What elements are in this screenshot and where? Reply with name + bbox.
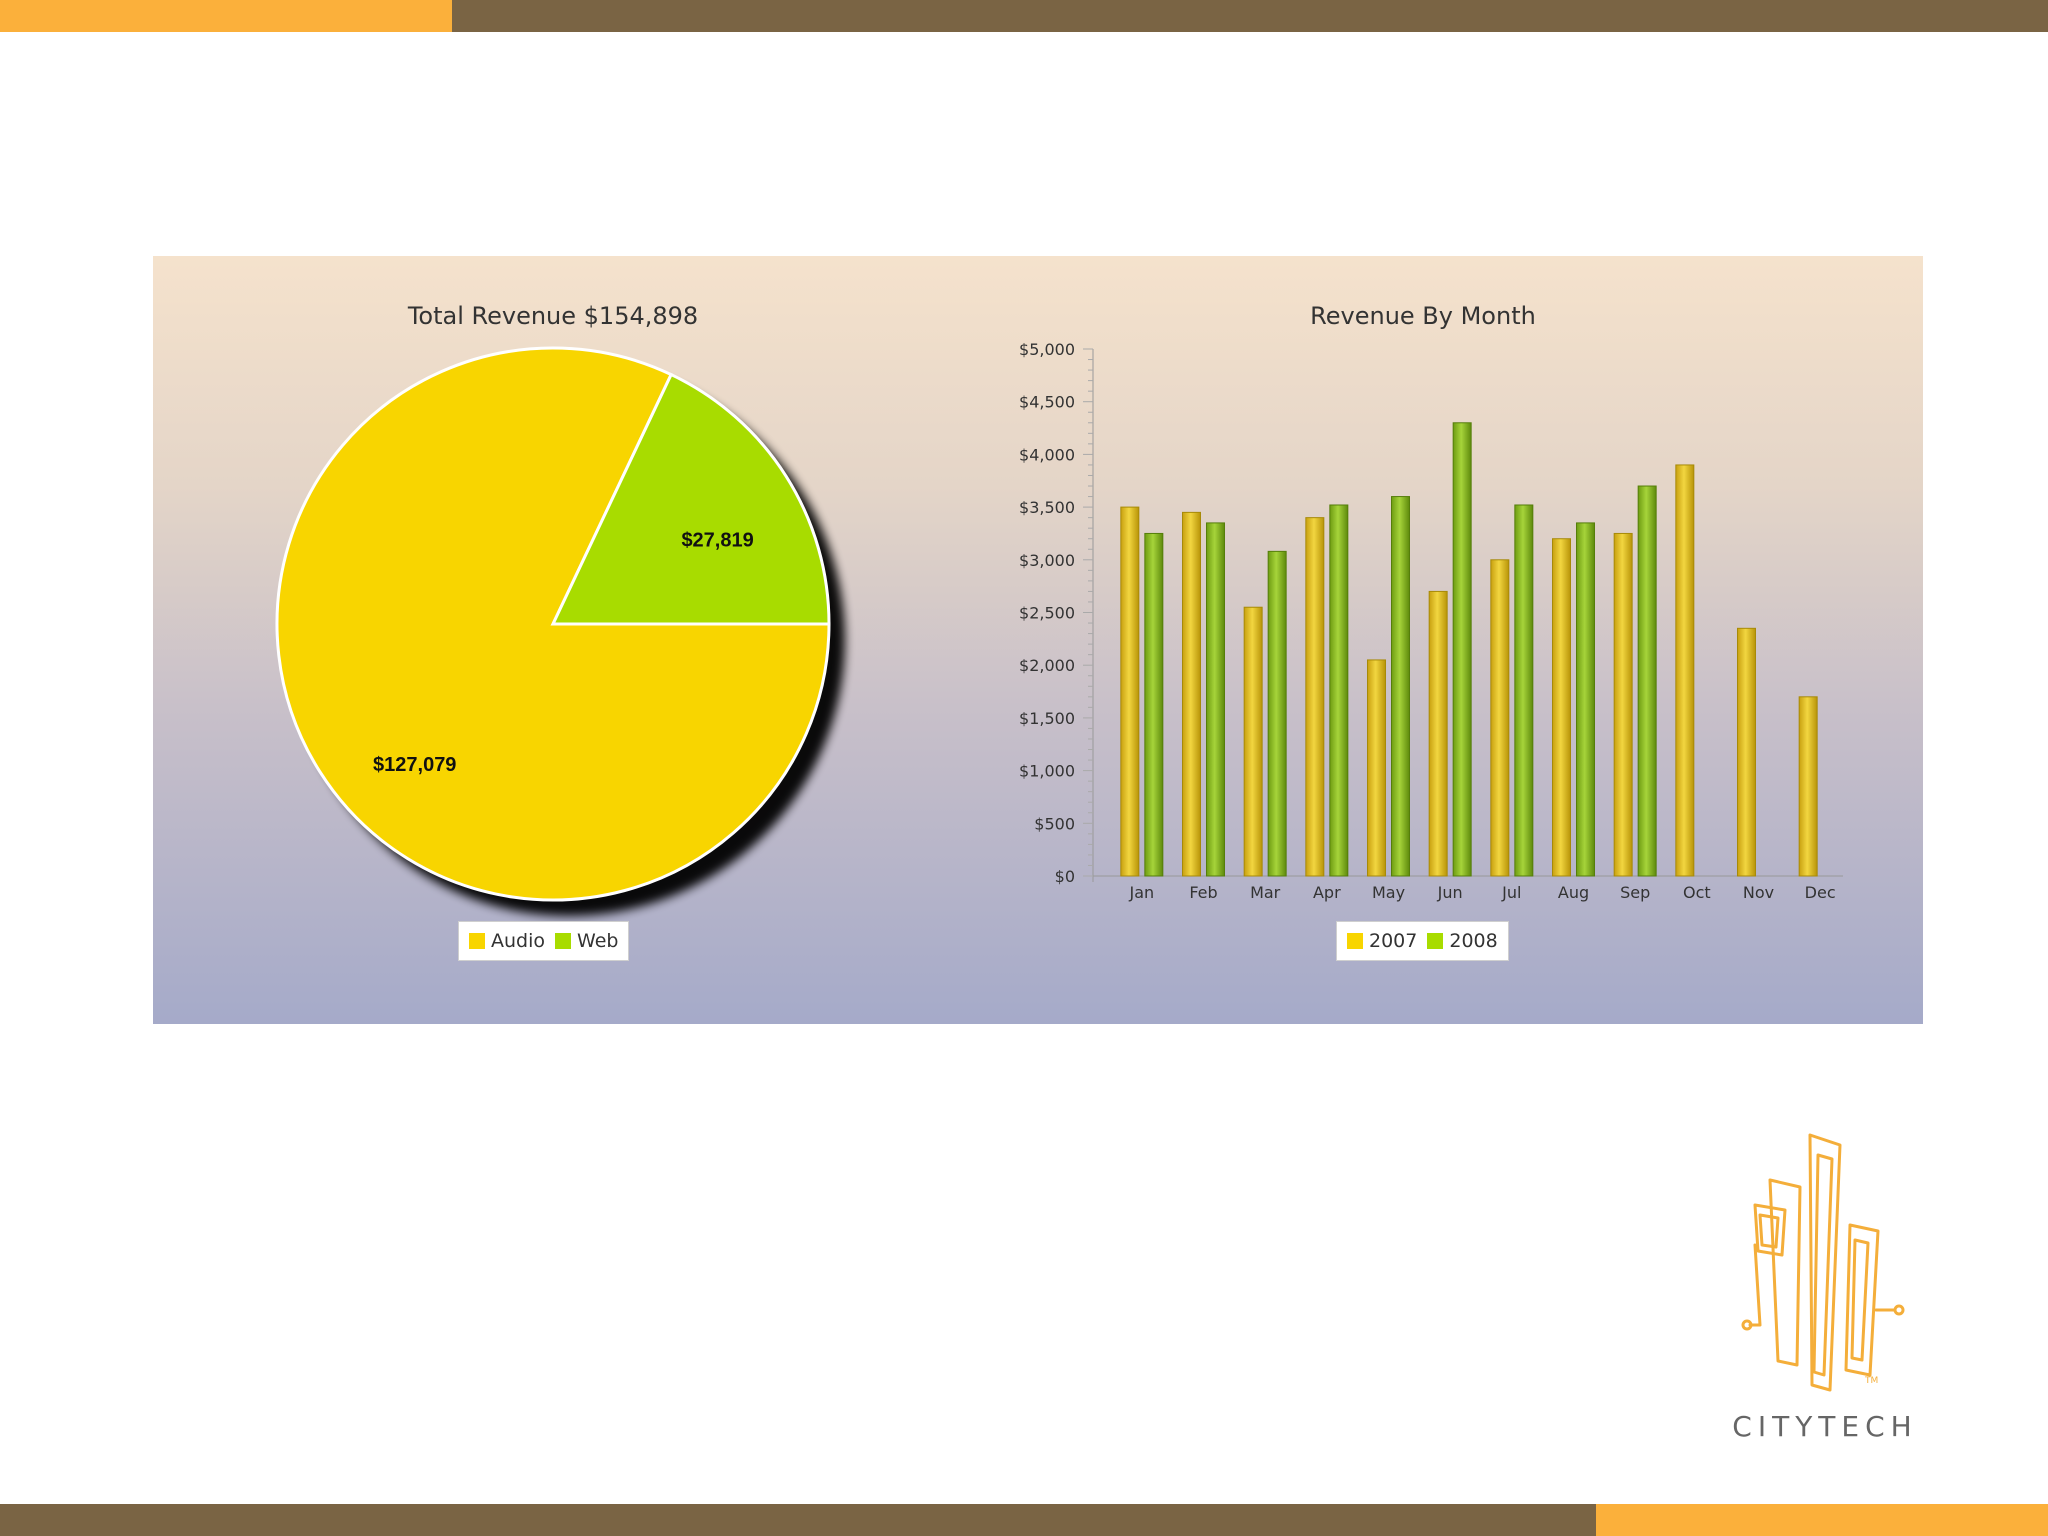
pie-label-audio: $127,079 xyxy=(373,754,456,776)
bar-chart: $0 $500 $1,000 $1,500 $2,000 $2,500 $3,000 $3,5… xyxy=(1019,340,1843,902)
x-tick-label: Jul xyxy=(1501,883,1521,902)
legend-item-web: Web xyxy=(555,930,618,952)
x-tick-label: Mar xyxy=(1250,883,1281,902)
top-accent-bar xyxy=(0,0,452,32)
bar-2008-sep xyxy=(1637,485,1657,877)
x-tick-label: Jan xyxy=(1128,883,1154,902)
legend-item-audio: Audio xyxy=(469,930,545,952)
legend-label-2008: 2008 xyxy=(1449,930,1498,952)
bar-legend: 2007 2008 xyxy=(1336,921,1509,961)
pie-slice-web xyxy=(550,372,831,626)
y-tick-label: $5,000 xyxy=(1019,340,1075,359)
bar-2007-jan xyxy=(1120,506,1140,877)
bar-2007-feb xyxy=(1182,511,1201,877)
y-tick-label: $0 xyxy=(1055,867,1075,886)
bar-2008-feb xyxy=(1206,522,1225,877)
x-tick-label: Jun xyxy=(1437,883,1463,902)
y-tick-label: $3,500 xyxy=(1019,498,1075,517)
y-tick-label: $3,000 xyxy=(1019,551,1075,570)
company-logo-text: CITYTECH xyxy=(1732,1410,1918,1443)
bottom-brand-bar xyxy=(0,1504,1596,1536)
2007-swatch xyxy=(1347,933,1363,949)
bar-2007-apr xyxy=(1305,517,1325,877)
web-swatch xyxy=(555,933,572,949)
legend-item-2008: 2008 xyxy=(1427,930,1498,952)
bar-2007-jun xyxy=(1428,590,1448,877)
x-tick-label: Dec xyxy=(1805,883,1836,902)
bar-2007-oct xyxy=(1675,464,1695,877)
y-tick-label: $4,000 xyxy=(1019,445,1075,464)
bar-2007-aug xyxy=(1552,538,1571,877)
bar-chart-title: Revenue By Month xyxy=(1310,302,1536,330)
city-skyline-logo-icon: TM xyxy=(1741,1133,1905,1392)
bar-2008-aug xyxy=(1576,522,1595,877)
y-tick-label: $1,000 xyxy=(1019,762,1075,781)
2008-swatch xyxy=(1427,933,1444,949)
y-tick-label: $1,500 xyxy=(1019,709,1075,728)
bar-2007-dec xyxy=(1798,696,1818,877)
pie-label-web: $27,819 xyxy=(681,529,753,551)
pie-legend: Audio Web xyxy=(458,921,630,961)
charts-canvas: Total Revenue $154,898 $127,079 $27,819 R… xyxy=(275,302,1843,902)
pie-chart: $127,079 $27,819 xyxy=(275,346,831,902)
x-tick-label: Nov xyxy=(1743,883,1774,902)
charts-panel: Total Revenue $154,898 $127,079 $27,819 R… xyxy=(153,256,1923,1024)
bar-2007-may xyxy=(1367,659,1386,877)
bar-2008-jul xyxy=(1514,504,1534,877)
bar-2007-mar xyxy=(1243,606,1263,877)
y-tick-label: $500 xyxy=(1034,814,1075,833)
legend-label-2007: 2007 xyxy=(1369,930,1418,952)
y-tick-label: $2,500 xyxy=(1019,604,1075,623)
pie-chart-title: Total Revenue $154,898 xyxy=(407,302,698,330)
x-tick-label: Aug xyxy=(1558,883,1589,902)
legend-label-web: Web xyxy=(577,930,619,952)
bar-2008-jan xyxy=(1144,532,1164,877)
bar-2007-sep xyxy=(1613,532,1633,877)
svg-text:TM: TM xyxy=(1864,1376,1878,1386)
y-tick-label: $4,500 xyxy=(1019,393,1075,412)
bar-2008-mar xyxy=(1267,550,1287,877)
x-tick-label: Oct xyxy=(1683,883,1711,902)
bar-2007-nov xyxy=(1737,627,1756,877)
x-tick-label: Feb xyxy=(1189,883,1217,902)
bottom-accent-bar xyxy=(1596,1504,2048,1536)
bar-2008-jun xyxy=(1452,422,1472,877)
audio-swatch xyxy=(469,933,485,949)
x-tick-label: May xyxy=(1372,883,1405,902)
bar-2008-apr xyxy=(1329,504,1349,877)
bar-2007-jul xyxy=(1490,559,1510,877)
legend-item-2007: 2007 xyxy=(1347,930,1417,952)
bar-2008-may xyxy=(1391,496,1410,877)
x-tick-label: Sep xyxy=(1620,883,1650,902)
y-tick-label: $2,000 xyxy=(1019,656,1075,675)
x-tick-label: Apr xyxy=(1313,883,1341,902)
legend-label-audio: Audio xyxy=(491,930,546,952)
top-brand-bar xyxy=(452,0,2048,32)
